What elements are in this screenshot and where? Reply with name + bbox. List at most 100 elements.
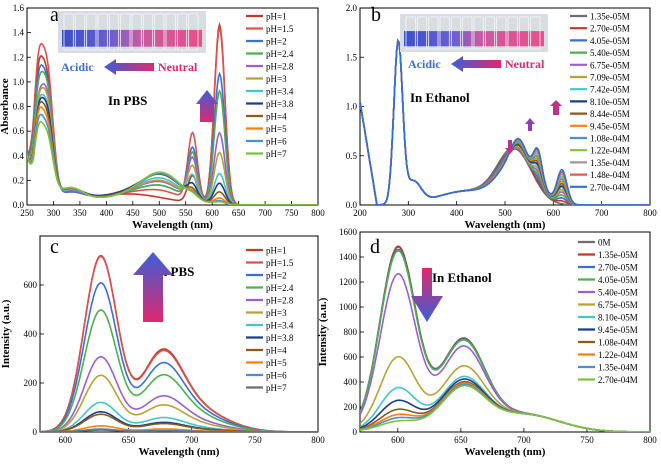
y-tick-label: 0.5 bbox=[346, 151, 358, 161]
y-tick-label: 1.4 bbox=[13, 28, 25, 38]
increase-arrow bbox=[133, 252, 173, 322]
legend-label: pH=1 bbox=[266, 12, 287, 22]
series-line-pH=3.4 bbox=[40, 401, 318, 432]
legend-label: pH=5 bbox=[266, 358, 287, 368]
vial bbox=[496, 16, 507, 50]
y-axis-label: Absorbance bbox=[0, 78, 11, 134]
x-tick-label: 400 bbox=[100, 208, 114, 218]
vial bbox=[142, 13, 154, 51]
x-tick-label: 700 bbox=[517, 435, 531, 445]
legend-label: pH=2.4 bbox=[266, 283, 294, 293]
panel-title: In Ethanol bbox=[410, 90, 470, 105]
legend-label: 9.45e-05M bbox=[590, 121, 630, 131]
x-tick-label: 550 bbox=[179, 208, 193, 218]
vial bbox=[120, 13, 131, 51]
x-axis-label: Wavelength (nm) bbox=[465, 219, 546, 231]
legend-label: 7.42e-05M bbox=[590, 85, 630, 95]
x-tick-label: 200 bbox=[353, 208, 367, 218]
x-tick-label: 400 bbox=[450, 208, 464, 218]
y-tick-label: 0.0 bbox=[13, 200, 25, 210]
x-tick-label: 800 bbox=[643, 435, 657, 445]
legend-label: 1.48e-04M bbox=[590, 170, 630, 180]
series-line-pH=5 bbox=[40, 425, 318, 432]
series-group bbox=[360, 245, 650, 432]
vial bbox=[86, 13, 97, 51]
vial bbox=[473, 16, 484, 50]
y-tick-label: 1.2 bbox=[13, 52, 24, 62]
x-tick-label: 350 bbox=[73, 208, 87, 218]
vial bbox=[405, 16, 416, 50]
y-tick-label: 0.6 bbox=[13, 126, 25, 136]
x-tick-label: 500 bbox=[498, 208, 512, 218]
vial bbox=[108, 13, 120, 51]
y-tick-label: 1200 bbox=[339, 277, 358, 287]
y-tick-label: 1000 bbox=[339, 302, 358, 312]
legend-label: 8.10e-05M bbox=[590, 97, 630, 107]
y-tick-label: 2.0 bbox=[346, 3, 358, 13]
y-tick-label: 1.6 bbox=[13, 3, 25, 13]
y-tick-label: 200 bbox=[24, 378, 38, 388]
legend-label: 0M bbox=[598, 238, 611, 248]
x-axis-label: Wavelength (nm) bbox=[139, 446, 220, 458]
legend-label: pH=7 bbox=[266, 149, 287, 159]
legend-label: pH=3 bbox=[266, 74, 287, 84]
legend-label: 1.08e-04M bbox=[598, 338, 638, 348]
y-tick-label: 0.0 bbox=[346, 200, 358, 210]
legend-label: pH=2 bbox=[266, 37, 287, 47]
series-line-pH=7 bbox=[27, 120, 318, 205]
legend-label: pH=3.4 bbox=[266, 87, 294, 97]
x-tick-label: 600 bbox=[59, 435, 73, 445]
legend-label: pH=2.8 bbox=[266, 62, 294, 72]
legend-label: 1.22e-04M bbox=[590, 146, 630, 156]
legend-label: 6.75e-05M bbox=[590, 60, 630, 70]
x-tick-label: 600 bbox=[391, 435, 405, 445]
legend-label: 1.35e-05M bbox=[598, 250, 638, 260]
increase-arrow bbox=[550, 100, 562, 115]
legend-label: 8.10e-05M bbox=[598, 313, 638, 323]
legend-label: 9.45e-05M bbox=[598, 325, 638, 335]
x-tick-label: 800 bbox=[643, 208, 657, 218]
y-tick-label: 600 bbox=[344, 352, 358, 362]
x-tick-label: 250 bbox=[20, 208, 34, 218]
legend-label: pH=7 bbox=[266, 383, 287, 393]
neutral-label: Neutral bbox=[158, 60, 198, 74]
legend-label: 1.08e-04M bbox=[590, 134, 630, 144]
x-tick-label: 700 bbox=[185, 435, 199, 445]
acidic-label: Acidic bbox=[61, 60, 94, 74]
panel-d: 600 650 700 750 800 0 200 400 600 800 1000 1200 1400… bbox=[317, 227, 657, 458]
panel-letter: d bbox=[370, 236, 380, 258]
series-group bbox=[27, 21, 318, 205]
vial bbox=[165, 13, 176, 51]
legend-label: 5.40e-05M bbox=[598, 288, 638, 298]
panel-b: 200 300 400 500 600 700 800 0.0 0.5 1.0 1.5 2.0 Wave… bbox=[346, 3, 658, 231]
legend-label: pH=6 bbox=[266, 137, 287, 147]
y-tick-label: 400 bbox=[344, 377, 358, 387]
increase-arrow bbox=[525, 118, 535, 131]
y-tick-label: 600 bbox=[24, 280, 38, 290]
y-tick-label: 1.0 bbox=[346, 102, 358, 112]
x-tick-label: 450 bbox=[126, 208, 140, 218]
vial bbox=[462, 16, 473, 50]
legend-label: pH=3.8 bbox=[266, 333, 294, 343]
increase-arrow bbox=[196, 90, 218, 122]
x-tick-label: 300 bbox=[47, 208, 61, 218]
y-tick-label: 1.0 bbox=[13, 77, 25, 87]
vial bbox=[63, 13, 74, 51]
y-tick-label: 1400 bbox=[339, 252, 358, 262]
vial bbox=[97, 13, 108, 51]
legend-label: pH=3.4 bbox=[266, 321, 294, 331]
panel-title: In Ethanol bbox=[432, 270, 492, 285]
x-tick-label: 650 bbox=[454, 435, 468, 445]
decrease-arrow bbox=[411, 268, 443, 322]
vial bbox=[154, 13, 165, 51]
x-tick-label: 500 bbox=[153, 208, 167, 218]
series-line-2.70e-04M bbox=[360, 384, 650, 432]
acidic-label: Acidic bbox=[408, 57, 441, 71]
legend-label: pH=1.5 bbox=[266, 24, 294, 34]
acidic-arrow bbox=[104, 59, 154, 75]
x-tick-label: 700 bbox=[258, 208, 272, 218]
legend-label: 4.05e-05M bbox=[590, 36, 630, 46]
x-tick-label: 600 bbox=[205, 208, 219, 218]
legend-label: 2.70e-04M bbox=[598, 375, 638, 385]
